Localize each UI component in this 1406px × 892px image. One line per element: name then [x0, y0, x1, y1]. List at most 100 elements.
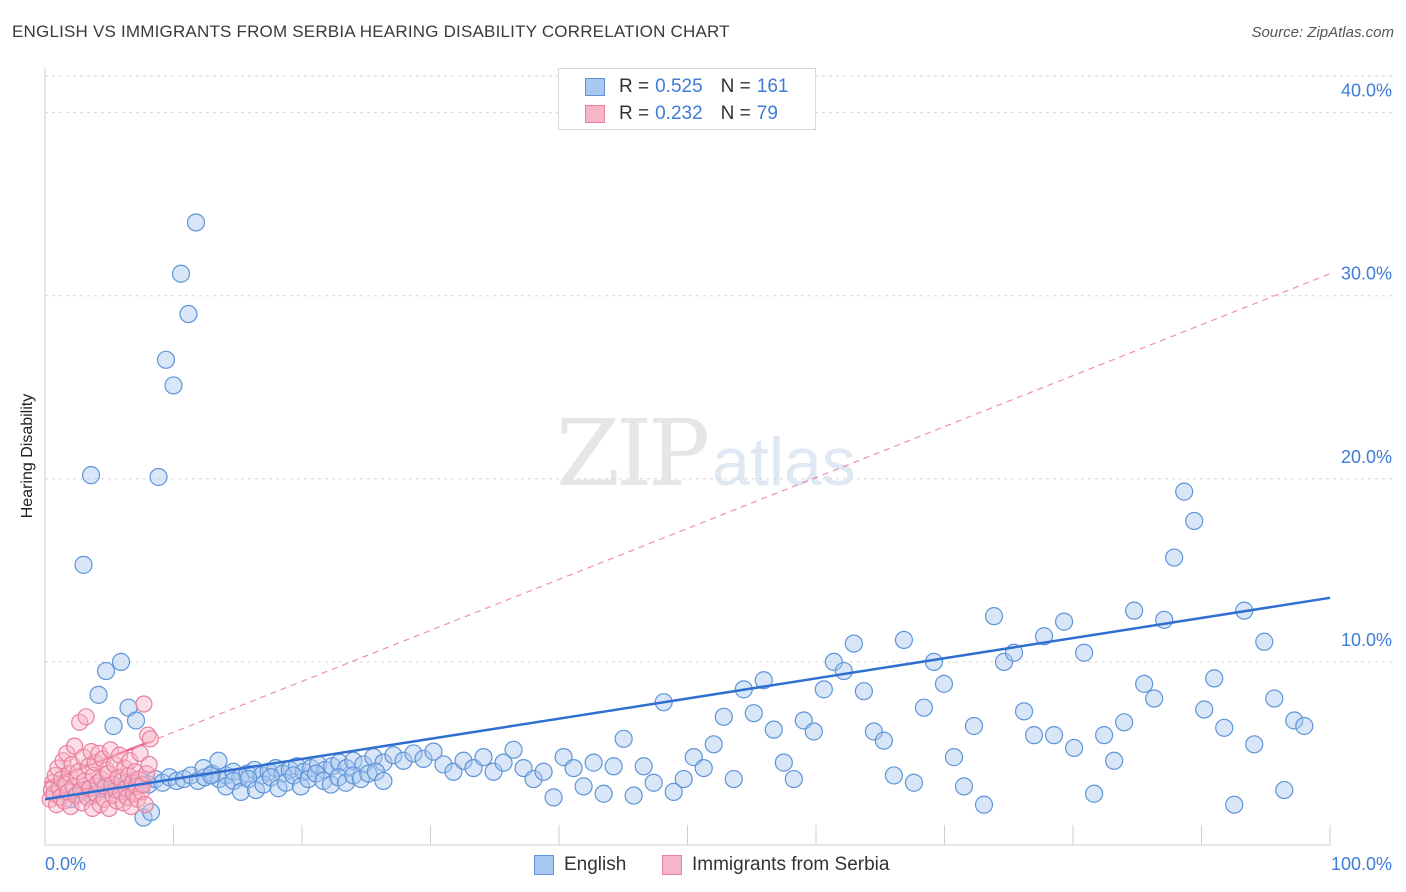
english-point [1044, 726, 1064, 745]
english-point [824, 652, 843, 672]
english-point [474, 748, 493, 767]
english-trend-layer [44, 596, 1331, 801]
english-point [394, 751, 413, 770]
y-tick-label: 40.0% [1341, 81, 1392, 101]
serbia-point [110, 746, 129, 764]
english-point [994, 652, 1014, 672]
english-point [594, 784, 613, 803]
english-point [454, 751, 473, 770]
english-point [1225, 795, 1244, 814]
english-trend-line [44, 596, 1331, 801]
english-point [321, 775, 341, 794]
english-point [384, 746, 403, 765]
english-point [484, 762, 503, 781]
english-point [374, 753, 393, 772]
english-point [644, 773, 663, 792]
english-point [111, 652, 131, 672]
grid-lines [45, 75, 1392, 663]
english-point [74, 555, 93, 574]
english-point [359, 764, 378, 783]
english-point [1295, 716, 1314, 736]
english-point [944, 748, 964, 767]
english-point [584, 753, 603, 772]
english-point [664, 782, 683, 802]
legend-row-serbia: R = 0.232 N = 79 [585, 102, 778, 126]
source-credit: Source: ZipAtlas.com [1251, 24, 1394, 41]
serbia-point [136, 796, 154, 814]
english-point [784, 769, 803, 789]
english-point [764, 720, 783, 739]
english-point [1205, 669, 1224, 688]
english-n-label: N = [720, 76, 751, 97]
english-point [336, 773, 356, 792]
x-tick-label-end: 100.0% [1331, 854, 1392, 874]
english-point [954, 777, 974, 796]
english-point [754, 671, 773, 690]
english-point [374, 771, 393, 791]
serbia-trend-extension [147, 273, 1331, 744]
english-point [714, 707, 733, 726]
english-point [934, 674, 954, 693]
english-point [914, 698, 934, 717]
y-tick-label: 20.0% [1341, 447, 1392, 467]
english-point [81, 466, 101, 485]
english-point [344, 751, 363, 770]
english-point [414, 749, 433, 769]
english-point [894, 630, 914, 650]
english-point [1064, 738, 1084, 758]
english-point [674, 769, 693, 789]
english-point [1115, 713, 1134, 732]
english-point [1185, 511, 1204, 531]
legend-row-english: R = 0.525 N = 161 [585, 75, 788, 99]
english-point [1165, 548, 1184, 567]
english-point [694, 758, 713, 778]
english-point [844, 634, 863, 653]
english-point [1074, 643, 1094, 662]
serbia-n-value: 79 [756, 103, 778, 124]
english-point [434, 755, 453, 774]
english-point [291, 777, 311, 796]
english-point [126, 711, 146, 730]
english-point [194, 758, 213, 778]
tick-labels: 10.0% 20.0% 30.0% 40.0% 0.0% 100.0% [45, 81, 1392, 874]
english-point [854, 682, 873, 701]
english-point [1215, 718, 1234, 737]
english-point [89, 685, 108, 704]
english-point [1135, 674, 1154, 693]
english-point [224, 771, 243, 791]
english-point [1014, 702, 1034, 721]
english-point [1245, 735, 1264, 754]
serbia-points [41, 695, 159, 817]
english-points [61, 213, 1314, 827]
axes [44, 68, 1331, 846]
english-point [276, 773, 296, 792]
english-point [524, 769, 543, 789]
english-point [424, 742, 443, 761]
english-point [494, 753, 513, 772]
y-tick-label: 10.0% [1341, 630, 1392, 650]
english-point [104, 716, 123, 736]
english-point [1275, 780, 1294, 800]
bottom-english-swatch [534, 855, 554, 875]
english-point [814, 680, 833, 699]
bottom-english-label: English [564, 854, 627, 875]
english-point [1105, 751, 1124, 770]
serbia-r-value: 0.232 [655, 103, 703, 124]
chart-title: ENGLISH VS IMMIGRANTS FROM SERBIA HEARIN… [12, 22, 730, 41]
english-point [1145, 689, 1164, 708]
english-point [171, 264, 191, 283]
english-point [604, 757, 623, 776]
serbia-point [77, 708, 95, 726]
english-point [984, 607, 1004, 626]
english-point [634, 757, 653, 776]
english-point [284, 766, 303, 785]
english-swatch [585, 78, 605, 96]
english-point [1125, 601, 1144, 620]
english-point [904, 773, 924, 792]
english-point [564, 758, 583, 778]
english-point [964, 716, 984, 736]
serbia-trend-layer [44, 273, 1331, 784]
english-point [704, 735, 723, 754]
english-point [544, 788, 563, 807]
bottom-legend-serbia: Immigrants from Serbia [662, 852, 889, 878]
